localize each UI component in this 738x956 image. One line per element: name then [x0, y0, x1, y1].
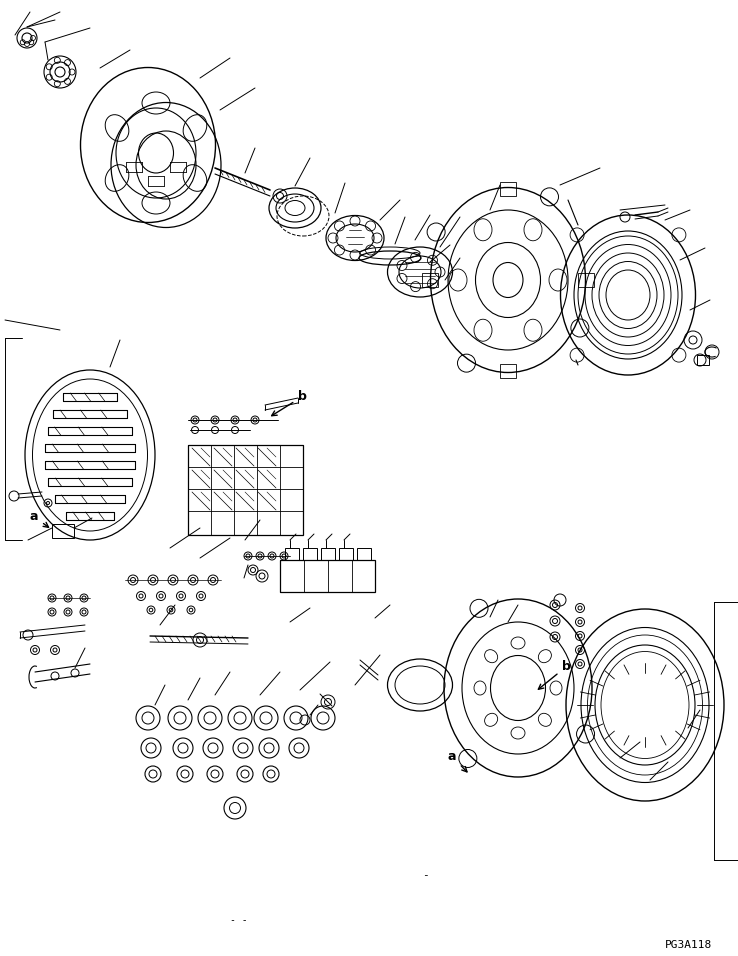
Bar	[303, 548, 317, 560]
Text: a: a	[30, 510, 49, 528]
Text: -: -	[422, 870, 429, 880]
Text: b: b	[538, 660, 571, 689]
Bar	[500, 364, 516, 378]
Bar	[188, 445, 303, 535]
Bar	[357, 548, 371, 560]
Bar	[422, 273, 438, 287]
Bar	[280, 560, 375, 592]
Bar	[321, 548, 335, 560]
Bar	[339, 548, 353, 560]
Bar	[578, 273, 594, 287]
Text: - -: - -	[230, 915, 248, 925]
Text: PG3A118: PG3A118	[665, 940, 712, 950]
Bar	[500, 182, 516, 196]
Text: b: b	[272, 390, 307, 416]
Bar	[285, 548, 299, 560]
Bar	[52, 524, 74, 538]
Text: a: a	[448, 750, 467, 771]
Bar	[697, 355, 709, 365]
